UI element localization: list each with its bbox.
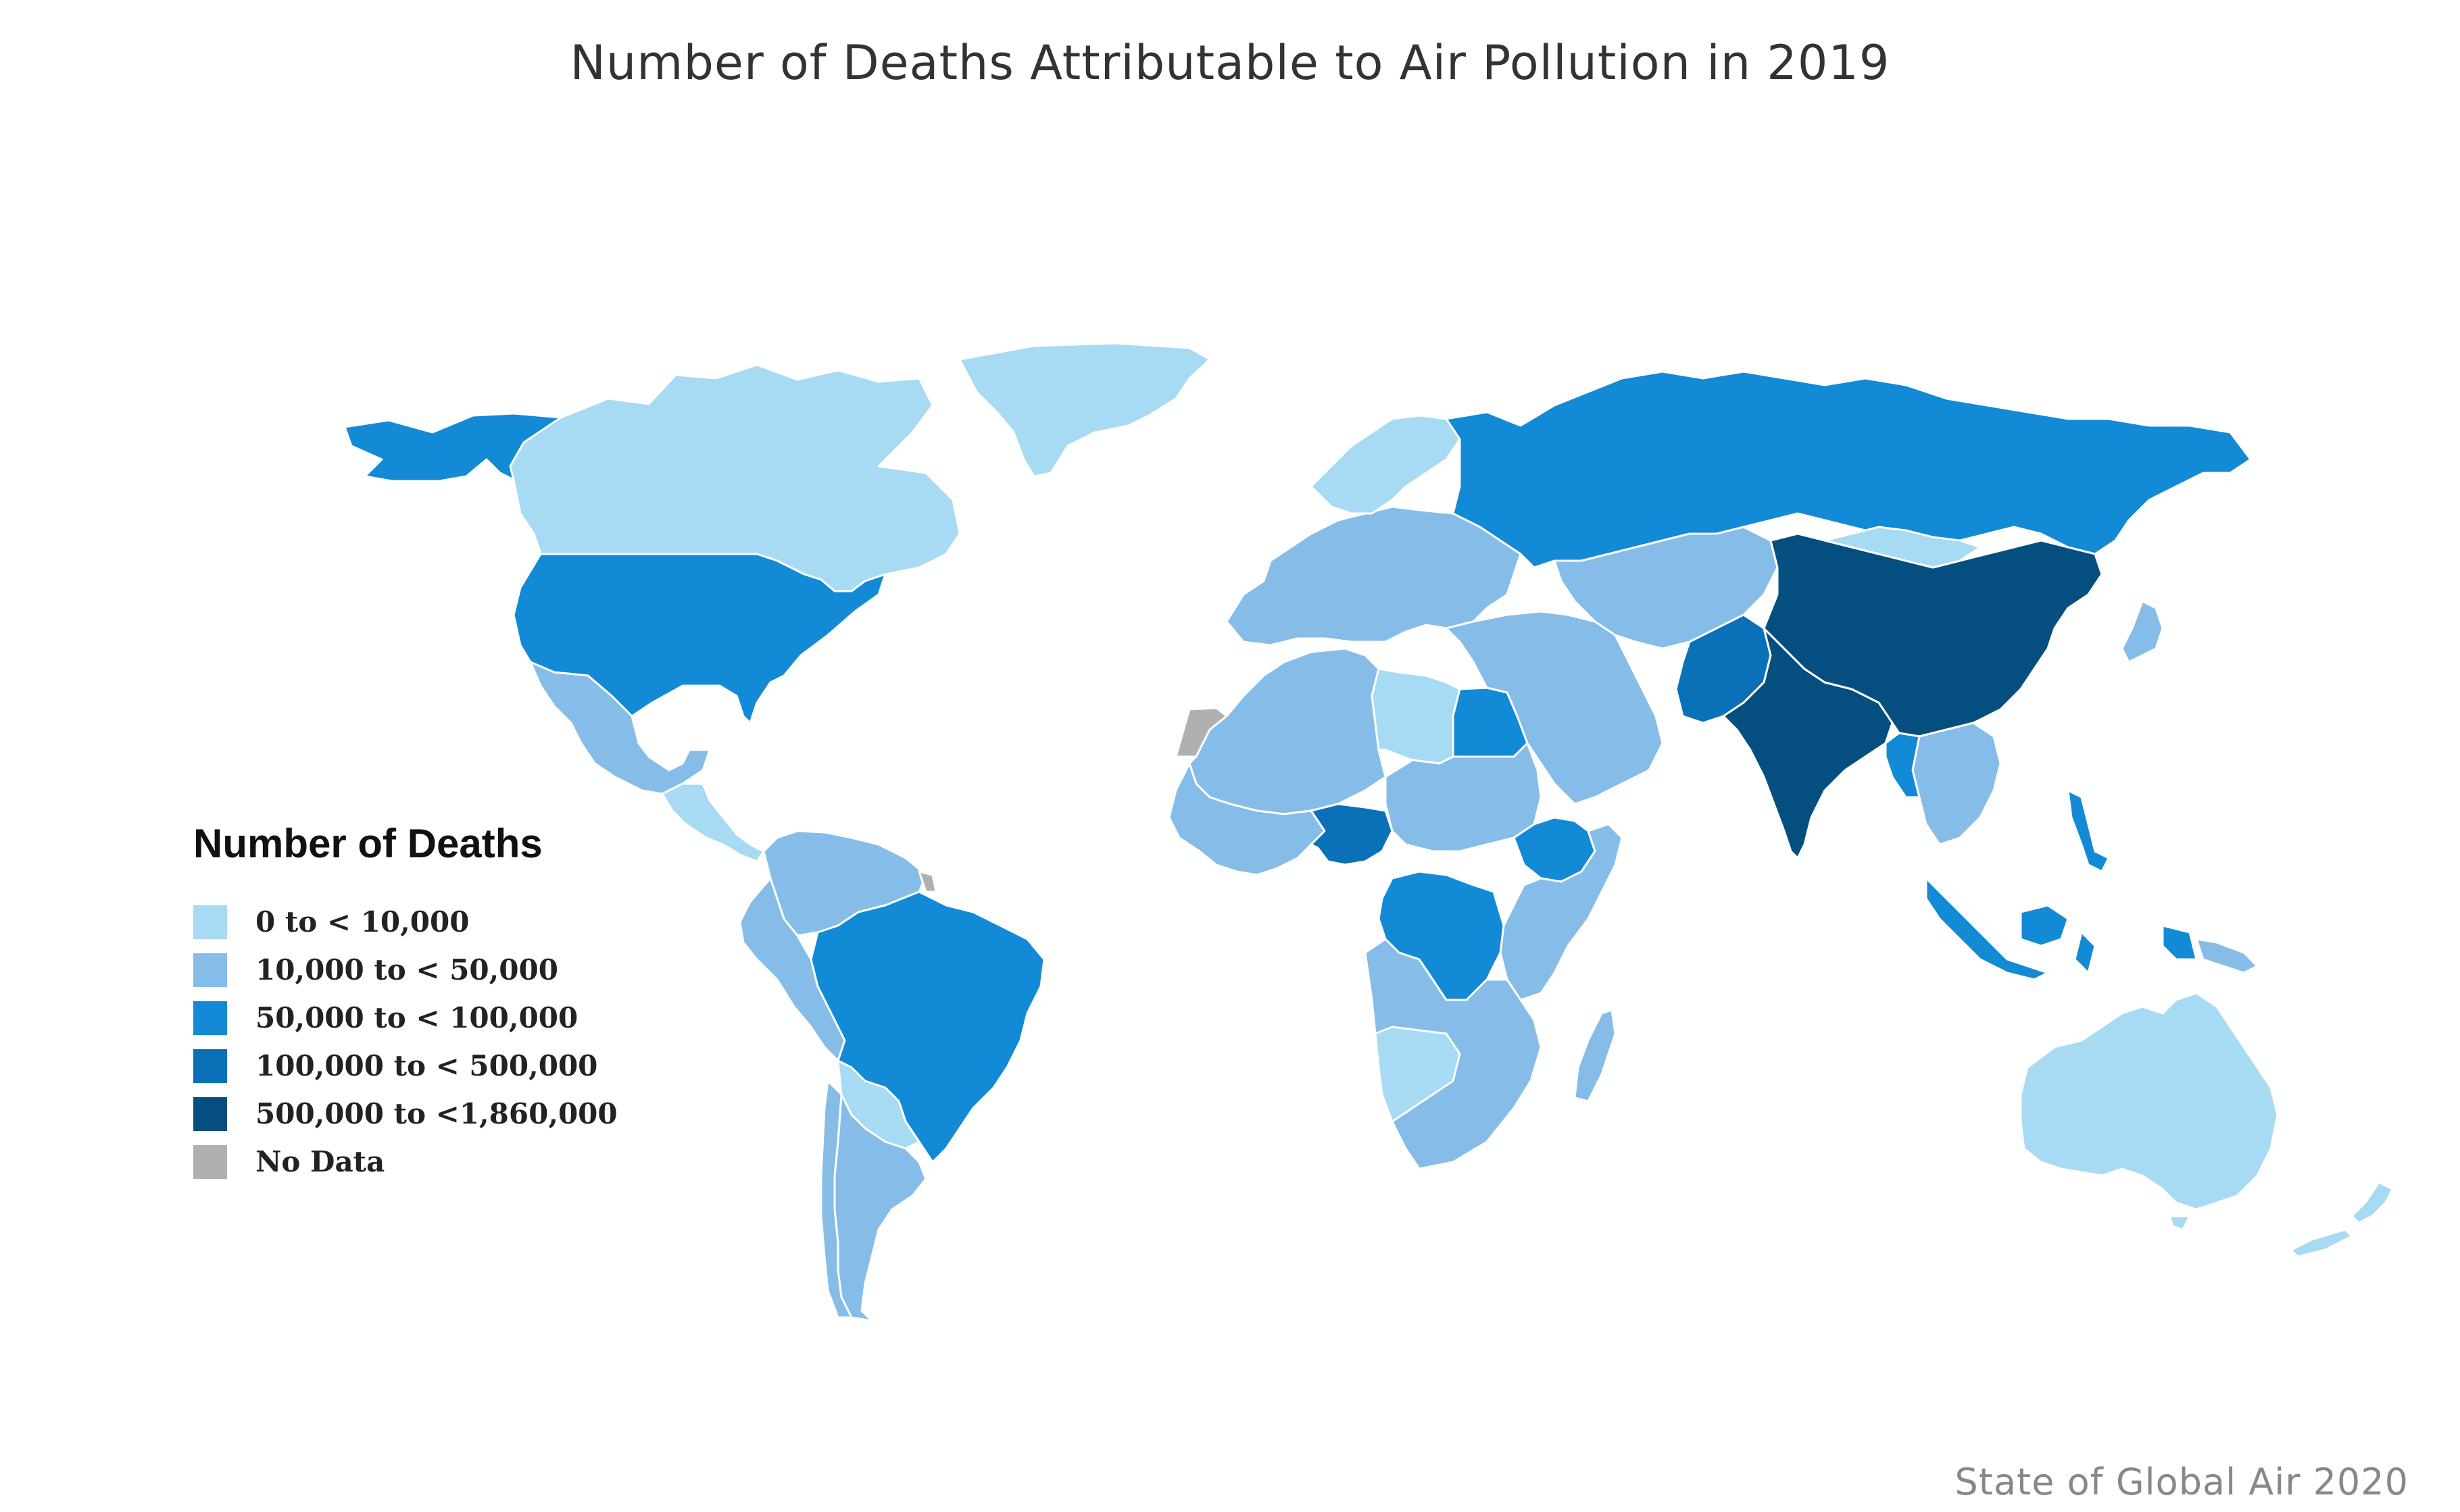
legend-item-3: 100,000 to < 500,000 [193, 1042, 618, 1090]
region-west-africa[interactable] [1168, 762, 1326, 876]
legend-label: 10,000 to < 50,000 [255, 953, 558, 986]
region-middle-east[interactable] [1445, 610, 1664, 805]
region-french-guiana[interactable] [918, 870, 937, 893]
region-alaska[interactable] [343, 412, 562, 482]
region-new-zealand[interactable] [2290, 1181, 2394, 1258]
legend-item-1: 10,000 to < 50,000 [193, 946, 618, 994]
region-australia[interactable] [2019, 992, 2279, 1231]
region-philippines[interactable] [2067, 789, 2110, 873]
region-chile[interactable] [820, 1080, 853, 1319]
legend-item-5: No Data [193, 1138, 618, 1186]
legend-item-0: 0 to < 10,000 [193, 898, 618, 946]
legend-swatch [193, 953, 227, 987]
region-papua-new-guinea[interactable] [2195, 938, 2259, 974]
region-indonesia[interactable] [1925, 877, 2198, 981]
region-peru-ecuador[interactable] [739, 877, 846, 1062]
region-namibia-botswana[interactable] [1374, 1026, 1461, 1123]
region-japan[interactable] [2121, 600, 2164, 663]
region-nigeria[interactable] [1310, 803, 1394, 866]
legend-label: 500,000 to <1,860,000 [255, 1097, 618, 1130]
legend-swatch [193, 1049, 227, 1083]
map-title: Number of Deaths Attributable to Air Pol… [570, 35, 1890, 91]
region-mexico[interactable] [529, 661, 711, 795]
region-mongolia[interactable] [1823, 526, 1982, 569]
legend-label: 0 to < 10,000 [255, 905, 470, 938]
region-central-asia[interactable] [1553, 526, 1779, 650]
region-libya[interactable] [1371, 667, 1461, 765]
region-myanmar[interactable] [1884, 732, 1921, 799]
legend-swatch [193, 1144, 227, 1179]
legend-swatch [193, 1001, 227, 1035]
region-canada[interactable] [509, 363, 961, 593]
region-europe[interactable] [1225, 505, 1522, 647]
legend-swatch [193, 905, 227, 939]
region-madagascar[interactable] [1573, 1009, 1617, 1103]
region-scandinavia[interactable] [1310, 414, 1461, 515]
legend-swatch [193, 1097, 227, 1131]
region-southeast-asia[interactable] [1911, 722, 2002, 846]
legend-label: No Data [255, 1145, 385, 1178]
legend: Number of Deaths 0 to < 10,000 10,000 to… [193, 820, 618, 1186]
region-northwest-africa[interactable] [1188, 647, 1387, 815]
region-sudan-chad[interactable] [1384, 742, 1542, 853]
region-greenland[interactable] [958, 342, 1211, 478]
legend-title: Number of Deaths [193, 821, 543, 866]
legend-item-4: 500,000 to <1,860,000 [193, 1090, 618, 1138]
source-credit: State of Global Air 2020 [1954, 1461, 2409, 1503]
legend-label: 50,000 to < 100,000 [255, 1001, 579, 1034]
legend-label: 100,000 to < 500,000 [255, 1049, 598, 1082]
region-central-america[interactable] [661, 782, 765, 863]
legend-item-2: 50,000 to < 100,000 [193, 994, 618, 1042]
